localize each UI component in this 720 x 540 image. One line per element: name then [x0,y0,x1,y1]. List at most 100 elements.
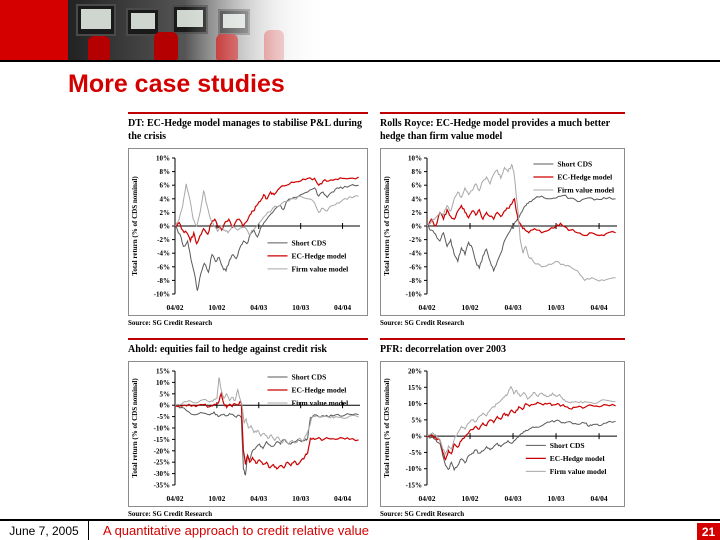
svg-text:2%: 2% [412,209,423,217]
svg-text:-4%: -4% [409,250,422,258]
svg-text:EC-Hedge model: EC-Hedge model [557,173,612,182]
panel-rule [380,338,625,340]
svg-text:4%: 4% [160,195,171,203]
svg-text:Firm value model: Firm value model [292,264,349,273]
panel-rule [128,338,368,340]
svg-text:Short CDS: Short CDS [292,372,327,381]
svg-text:15%: 15% [156,367,170,375]
chart-title-rolls-royce: Rolls Royce: EC-Hedge model provides a m… [380,118,610,142]
chart-panel-ahold: Ahold: equities fail to hedge against cr… [128,338,368,518]
svg-text:04/04: 04/04 [334,494,351,503]
svg-text:10/03: 10/03 [548,494,565,503]
svg-text:04/02: 04/02 [166,494,183,503]
svg-text:0%: 0% [160,401,171,409]
svg-text:-25%: -25% [154,458,170,466]
footer: June 7, 2005 A quantitative approach to … [0,519,720,540]
chart-title-dt: DT: EC-Hedge model manages to stabilise … [128,118,362,142]
svg-text:-5%: -5% [157,413,170,421]
panel-rule [128,112,368,114]
monitor-shape [126,8,160,36]
line-chart-ahold: 15% 10% 5% 0% -5% -10% -15% -20% -25% -30% -35% 04/… [131,367,360,503]
chart-panel-dt: DT: EC-Hedge model manages to stabilise … [128,112,368,327]
svg-text:-10%: -10% [154,424,170,432]
svg-text:04/04: 04/04 [591,494,608,503]
svg-text:-8%: -8% [409,277,422,285]
svg-text:04/03: 04/03 [250,303,267,312]
svg-text:10/03: 10/03 [548,303,565,312]
svg-text:-6%: -6% [409,263,422,271]
svg-text:-10%: -10% [406,465,422,473]
svg-text:4%: 4% [412,195,423,203]
svg-text:-2%: -2% [157,236,170,244]
svg-text:-4%: -4% [157,250,170,258]
chart-box-ahold: 15% 10% 5% 0% -5% -10% -15% -20% -25% -30% -35% 04/… [128,360,368,507]
svg-text:Total return (% of CDS nominal: Total return (% of CDS nominal) [383,176,391,276]
svg-text:EC-Hedge model: EC-Hedge model [550,453,605,462]
svg-text:10/02: 10/02 [461,303,478,312]
svg-text:Short CDS: Short CDS [550,440,585,449]
svg-text:-20%: -20% [154,447,170,455]
svg-text:04/02: 04/02 [166,303,183,312]
svg-text:Firm value model: Firm value model [292,398,349,407]
chart-panel-pfr: PFR: decorrelation over 2003 20% 15% 10% 5%… [380,338,625,518]
svg-text:5%: 5% [412,416,423,424]
svg-text:-6%: -6% [157,263,170,271]
chart-title-ahold: Ahold: equities fail to hedge against cr… [128,344,327,355]
svg-text:Short CDS: Short CDS [292,238,327,247]
svg-text:10%: 10% [408,400,422,408]
svg-text:10%: 10% [156,155,170,163]
page-number: 21 [697,523,720,540]
svg-text:-2%: -2% [409,236,422,244]
chart-box-pfr: 20% 15% 10% 5% 0% -5% -10% -15% 04/02 10/02 04/03 1… [380,360,625,507]
svg-text:10/02: 10/02 [208,494,225,503]
svg-text:Firm value model: Firm value model [550,466,607,475]
monitor-shape [172,5,208,34]
chair-shape [264,30,284,60]
line-chart-rolls-royce: 10% 8% 6% 4% 2% 0% -2% -4% -6% -8% -10% 04/02 10/02 0… [383,155,617,312]
svg-text:-5%: -5% [409,448,422,456]
footer-title: A quantitative approach to credit relati… [103,523,369,538]
svg-text:Total return (% of CDS nominal: Total return (% of CDS nominal) [131,377,139,477]
svg-text:8%: 8% [412,168,423,176]
svg-text:-8%: -8% [157,277,170,285]
chart-source-pfr: Source: SG Credit Research [380,509,465,518]
line-chart-dt: 10% 8% 6% 4% 2% 0% -2% -4% -6% -8% -10% 04/02 10/02 0… [131,155,360,312]
header-photo-trading-floor [68,0,328,60]
svg-text:10/02: 10/02 [461,494,478,503]
svg-text:Total return (% of CDS nominal: Total return (% of CDS nominal) [131,176,139,276]
svg-text:04/03: 04/03 [504,303,521,312]
chart-title-pfr: PFR: decorrelation over 2003 [380,344,506,355]
chair-shape [216,34,238,60]
svg-text:10%: 10% [408,155,422,163]
svg-text:04/04: 04/04 [334,303,351,312]
svg-text:6%: 6% [412,182,423,190]
chart-box-dt: 10% 8% 6% 4% 2% 0% -2% -4% -6% -8% -10% 04/02 10/02 0… [128,148,368,316]
svg-text:0%: 0% [412,432,423,440]
header-red-block [0,0,68,60]
svg-text:04/03: 04/03 [504,494,521,503]
svg-text:-10%: -10% [406,291,422,299]
svg-text:-15%: -15% [406,481,422,489]
chart-panel-rolls-royce: Rolls Royce: EC-Hedge model provides a m… [380,112,625,327]
chart-source-ahold: Source: SG Credit Research [128,509,213,518]
svg-text:04/03: 04/03 [250,494,267,503]
svg-text:2%: 2% [160,209,171,217]
footer-date: June 7, 2005 [0,521,89,540]
line-chart-pfr: 20% 15% 10% 5% 0% -5% -10% -15% 04/02 10/02 04/03 1… [383,367,617,503]
svg-text:10/02: 10/02 [208,303,225,312]
chair-shape [154,32,178,60]
monitor-shape [218,9,250,35]
svg-text:0%: 0% [412,223,423,231]
svg-text:-10%: -10% [154,291,170,299]
svg-text:EC-Hedge model: EC-Hedge model [292,385,347,394]
chair-shape [88,36,110,60]
chart-source-rolls-royce: Source: SG Credit Research [380,319,465,327]
chart-box-rolls-royce: 10% 8% 6% 4% 2% 0% -2% -4% -6% -8% -10% 04/02 10/02 0… [380,148,625,316]
svg-text:0%: 0% [160,223,171,231]
svg-text:Firm value model: Firm value model [557,186,614,195]
svg-text:6%: 6% [160,182,171,190]
svg-text:Short CDS: Short CDS [557,160,592,169]
chart-source-dt: Source: SG Credit Research [128,319,213,327]
page-title: More case studies [68,70,285,98]
